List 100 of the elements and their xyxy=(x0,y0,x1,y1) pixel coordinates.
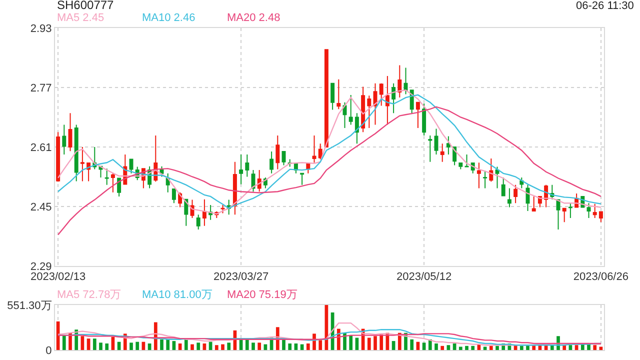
bar xyxy=(458,346,462,350)
text: MA20 75.19万 xyxy=(227,289,298,301)
candlestick xyxy=(324,49,328,148)
candlestick xyxy=(556,199,560,230)
candlestick xyxy=(532,196,536,212)
x-tick-label: 2023/06/26 xyxy=(573,271,628,284)
candlestick xyxy=(446,136,450,155)
candlestick xyxy=(398,64,402,98)
y-tick-label: 551.30万 xyxy=(7,300,52,312)
bar xyxy=(483,346,487,350)
candlestick xyxy=(392,82,396,114)
candlestick xyxy=(184,198,188,226)
x-tick-label: 2023/05/12 xyxy=(396,271,452,284)
bar xyxy=(130,342,133,350)
bar xyxy=(221,344,224,350)
candlestick xyxy=(80,146,84,182)
candlestick xyxy=(385,75,390,126)
candlestick xyxy=(276,134,280,170)
bar xyxy=(86,338,90,350)
candlestick xyxy=(520,176,524,189)
candlestick xyxy=(56,132,60,182)
bar xyxy=(136,342,140,350)
bar xyxy=(587,344,590,350)
bar xyxy=(374,336,377,350)
bar xyxy=(422,342,426,350)
candlestick xyxy=(117,178,122,197)
candlestick xyxy=(68,112,72,152)
bar xyxy=(306,343,310,350)
bar xyxy=(496,346,499,350)
x-tick-label: 2023/02/13 xyxy=(30,271,86,284)
candlestick xyxy=(196,214,200,230)
candlestick xyxy=(416,102,420,129)
bar xyxy=(166,339,170,350)
bar xyxy=(349,335,353,350)
candlestick xyxy=(373,82,378,126)
candlestick xyxy=(220,204,225,214)
text: MA10 81.00万 xyxy=(142,289,212,301)
bar xyxy=(489,346,493,350)
bar xyxy=(214,345,218,350)
bar xyxy=(227,342,231,350)
line-series xyxy=(57,106,602,236)
candlestick xyxy=(202,198,206,226)
bar xyxy=(80,336,84,350)
bar xyxy=(440,346,444,350)
y-tick-label: 2.77 xyxy=(30,82,52,94)
y-tick-label: 2.93 xyxy=(30,22,52,35)
bar xyxy=(99,342,102,350)
bar xyxy=(471,346,475,350)
bar xyxy=(343,332,346,350)
bar xyxy=(258,342,262,350)
bar xyxy=(196,342,200,350)
candlestick xyxy=(245,154,250,178)
y-tick-label: 2.45 xyxy=(30,201,52,214)
bar xyxy=(446,345,450,350)
bar xyxy=(380,334,384,350)
bar xyxy=(465,346,468,350)
chart-title: SH600777 xyxy=(57,0,114,12)
bar xyxy=(160,339,164,350)
bar xyxy=(92,338,96,350)
candlestick xyxy=(62,124,66,155)
candlestick xyxy=(507,188,512,208)
bar xyxy=(105,343,109,350)
candlestick xyxy=(428,134,432,162)
text: MA10 2.46 xyxy=(142,12,196,24)
candlestick xyxy=(336,78,341,110)
candlestick xyxy=(379,82,384,106)
y-tick-label: 0 xyxy=(46,344,52,357)
bar xyxy=(568,345,572,350)
candlestick xyxy=(440,143,444,162)
bar xyxy=(526,345,530,350)
text: MA5 2.45 xyxy=(57,12,104,24)
candlestick xyxy=(172,188,176,204)
candlestick xyxy=(562,208,566,223)
bar xyxy=(367,338,371,350)
y-tick-label: 2.61 xyxy=(30,142,52,154)
bar xyxy=(410,339,414,350)
text: 06-26 11:30 xyxy=(576,0,634,12)
text: MA20 2.48 xyxy=(227,12,280,24)
bar xyxy=(245,339,249,350)
text: MA5 72.78万 xyxy=(57,289,122,301)
x-tick-label: 2023/03/27 xyxy=(214,271,269,284)
candlestick xyxy=(501,176,506,196)
y-tick-label: 2.29 xyxy=(30,260,52,273)
candlestick xyxy=(495,166,500,189)
bar xyxy=(252,342,255,350)
line-series xyxy=(57,333,602,344)
candlestick xyxy=(422,102,426,136)
candlestick xyxy=(312,134,316,164)
candlestick xyxy=(568,202,572,219)
candlestick xyxy=(464,154,469,168)
candlestick xyxy=(110,172,115,193)
bar xyxy=(593,345,597,350)
bar xyxy=(520,346,524,350)
candlestick xyxy=(348,94,353,126)
candlestick xyxy=(514,184,518,204)
bar xyxy=(288,343,292,350)
bar xyxy=(574,345,578,350)
candlestick xyxy=(74,124,78,182)
candlestick xyxy=(354,112,359,144)
bar xyxy=(318,340,322,350)
